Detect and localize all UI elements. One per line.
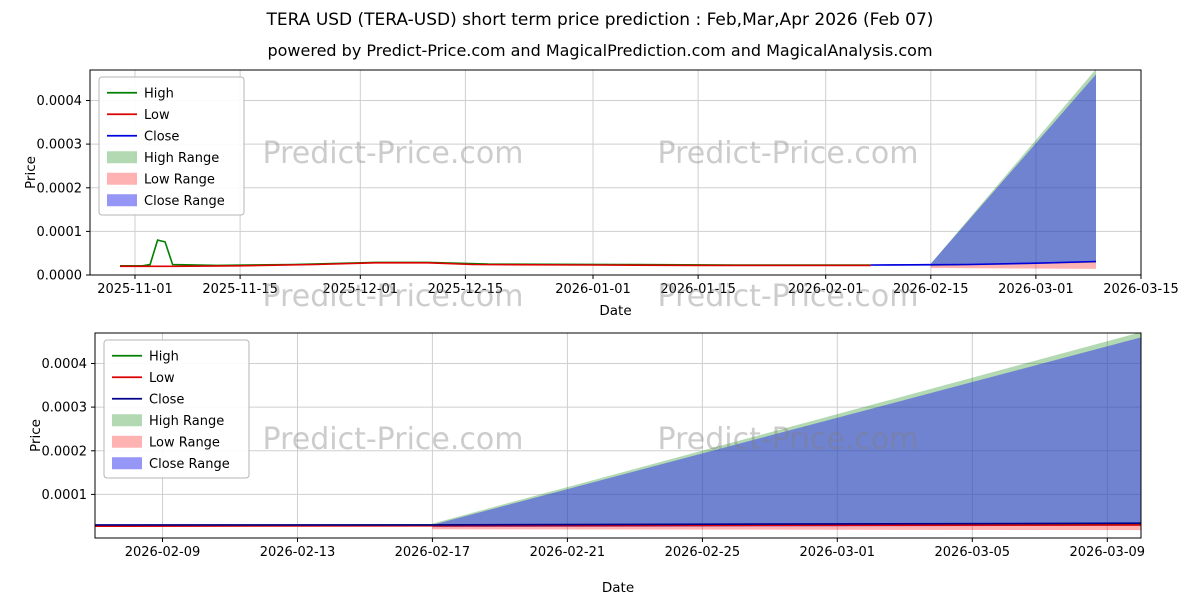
page-subtitle: powered by Predict-Price.com and Magical… [267,41,933,60]
x-tick-label: 2026-01-15 [660,282,736,297]
x-tick-label: 2026-01-01 [555,282,631,297]
x-tick-label: 2026-02-21 [530,545,606,560]
y-axis-label: Price [23,156,39,189]
legend-label: High [144,86,174,101]
legend-swatch-High Range [107,151,137,164]
y-tick-label: 0.0004 [37,94,83,109]
plot-border [89,69,1142,276]
legend-label: Low [144,108,170,123]
x-tick-label: 2026-02-15 [893,282,969,297]
y-tick-label: 0.0000 [37,269,83,284]
y-tick-label: 0.0003 [42,401,88,416]
legend-label: Low Range [144,172,215,187]
series-low [120,262,871,268]
series-low_range [930,261,1096,269]
y-tick-label: 0.0001 [42,488,88,503]
legend-label: Close [144,129,179,144]
series-close [870,260,1097,266]
x-tick-label: 2026-02-01 [788,282,864,297]
series-low [94,524,1142,527]
legend: High Low Close High Range Low Range Close Ran… [103,339,250,479]
x-axis-label: Date [602,580,634,596]
y-tick-label: 0.0002 [37,181,83,196]
legend-label: Close [149,392,184,407]
x-tick-label: 2026-03-05 [935,545,1011,560]
x-tick-label: 2026-03-01 [998,282,1074,297]
x-tick-label: 2025-12-01 [323,282,399,297]
x-axis-label: Date [599,303,631,319]
x-tick-label: 2026-03-15 [1103,282,1179,297]
x-tick-label: 2026-02-25 [665,545,741,560]
legend-swatch-Low Range [112,435,142,448]
y-tick-label: 0.0002 [42,444,88,459]
series-close_range [432,337,1141,528]
legend-label: High Range [144,151,219,166]
legend-label: High [149,349,179,364]
x-tick-label: 2025-12-15 [428,282,504,297]
legend-swatch-Close Range [112,457,142,470]
y-tick-label: 0.0004 [42,357,88,372]
series-high [120,239,871,267]
x-tick-label: 2025-11-15 [202,282,278,297]
series-close_range [870,74,1096,266]
x-tick-label: 2026-03-09 [1070,545,1146,560]
legend: High Low Close High Range Low Range Close Ran… [98,76,245,216]
legend-label: Low Range [149,435,220,450]
bottom-forecast-chart: 2026-02-09 2026-02-13 2026-02-17 2026-02-21… [28,332,1146,596]
x-tick-label: 2026-02-09 [125,545,201,560]
x-tick-label: 2026-02-13 [260,545,336,560]
legend-label: Close Range [144,194,225,209]
legend-swatch-Close Range [107,194,137,207]
plot-border [94,332,1142,539]
page-title: TERA USD (TERA-USD) short term price pre… [266,10,934,30]
legend-label: High Range [149,414,224,429]
x-tick-label: 2025-11-01 [97,282,173,297]
legend-label: Low [149,371,175,386]
top-prediction-chart: 2025-11-01 2025-11-15 2025-12-01 2025-12-15… [23,69,1179,319]
y-tick-label: 0.0001 [37,225,83,240]
series-close [95,522,1142,526]
legend-swatch-Low Range [107,172,137,185]
x-tick-label: 2026-02-17 [395,545,471,560]
legend-label: Close Range [149,457,230,472]
x-tick-label: 2026-03-01 [800,545,876,560]
y-tick-label: 0.0003 [37,138,83,153]
y-axis-label: Price [28,419,44,452]
legend-swatch-High Range [112,414,142,427]
